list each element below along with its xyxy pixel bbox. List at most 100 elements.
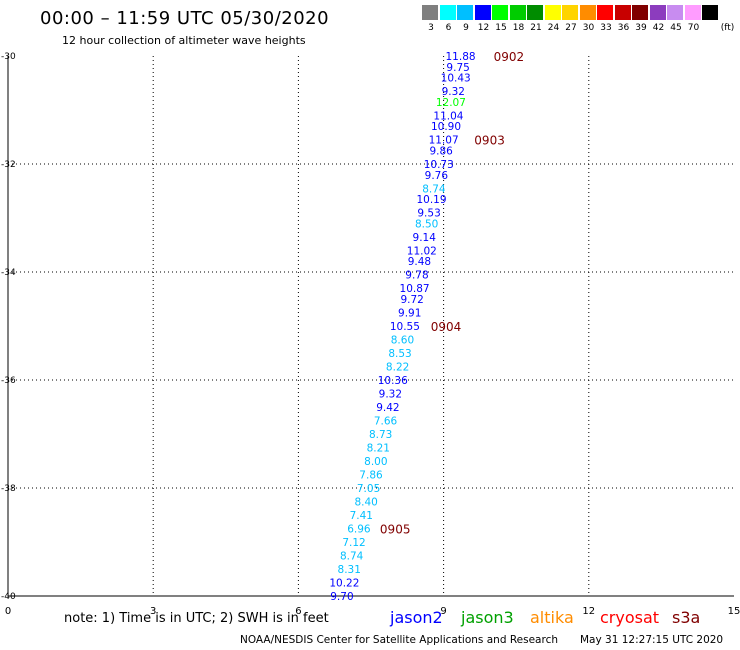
timestamp-text: May 31 12:27:15 UTC 2020 <box>580 634 724 646</box>
swh-value: 10.43 <box>441 73 471 85</box>
data-points: 11.889.7510.439.3212.0711.0410.9011.079.… <box>329 51 475 603</box>
swh-value: 7.12 <box>342 537 365 549</box>
scale-swatch <box>684 5 701 20</box>
x-tick-label: 3 <box>150 606 156 617</box>
swh-value: 9.75 <box>446 62 469 74</box>
scale-label: 36 <box>617 23 630 33</box>
scale-label: 24 <box>547 23 560 33</box>
grid-lines <box>8 56 734 596</box>
scale-swatch <box>579 5 596 20</box>
swh-value: 10.22 <box>329 578 359 590</box>
swh-value: 9.91 <box>398 308 421 320</box>
time-labels: 0902 0903 0904 0905 <box>380 50 524 537</box>
satellite-name: cryosat <box>600 608 660 627</box>
satellite-name: jason2 <box>390 608 443 627</box>
scale-label: 45 <box>670 23 682 33</box>
scale-unit: (ft) <box>720 23 735 33</box>
satellite-name: altika <box>530 608 574 627</box>
scale-label: 6 <box>445 23 452 33</box>
swh-value: 9.76 <box>425 170 449 182</box>
satellite-name: s3a <box>672 608 701 627</box>
chart-subtitle: 12 hour collection of altimeter wave hei… <box>62 34 306 47</box>
scale-label: 18 <box>512 23 525 33</box>
scale-label: 70 <box>687 23 700 33</box>
scale-swatch <box>544 5 561 20</box>
scale-swatch <box>702 5 718 20</box>
scale-swatch <box>632 5 648 20</box>
scale-swatch <box>649 5 666 20</box>
swh-value: 11.07 <box>429 135 459 147</box>
swh-value: 9.14 <box>413 232 437 244</box>
swh-value: 10.55 <box>390 321 420 333</box>
swh-value: 11.02 <box>407 245 437 257</box>
y-tick-label: -40 <box>1 592 16 602</box>
swh-value: 8.21 <box>367 443 390 455</box>
swh-value: 8.74 <box>422 183 446 195</box>
swh-value: 9.42 <box>376 402 399 414</box>
scale-swatch <box>439 5 456 20</box>
swh-value: 8.50 <box>415 218 438 230</box>
scale-label: 9 <box>463 23 469 33</box>
x-tick-label: 0 <box>5 606 11 617</box>
scale-label: 15 <box>495 23 507 33</box>
scale-label: 30 <box>582 23 595 33</box>
swh-value: 8.73 <box>369 429 392 441</box>
swh-value: 10.73 <box>424 159 454 171</box>
swh-value: 7.86 <box>359 470 383 482</box>
swh-value: 8.31 <box>338 564 361 576</box>
time-label: 0904 <box>431 320 462 334</box>
footer-note: note: 1) Time is in UTC; 2) SWH is in fe… <box>64 611 329 626</box>
scale-label: 21 <box>530 23 542 33</box>
swh-value: 8.40 <box>354 497 377 509</box>
swh-value: 7.05 <box>357 483 380 495</box>
credit-text: NOAA/NESDIS Center for Satellite Applica… <box>240 634 558 646</box>
chart-title: 00:00 – 11:59 UTC 05/30/2020 <box>40 8 330 29</box>
swh-value: 9.70 <box>330 591 353 603</box>
swh-value: 10.90 <box>431 121 461 133</box>
swh-value: 9.48 <box>408 256 431 268</box>
swh-value: 8.22 <box>386 362 409 374</box>
x-tick-label: 12 <box>582 606 595 617</box>
time-label: 0905 <box>380 523 411 537</box>
swh-value: 8.74 <box>340 551 364 563</box>
scale-swatch <box>562 5 578 20</box>
swh-value: 9.78 <box>405 270 428 282</box>
swh-value: 12.07 <box>436 97 466 109</box>
scale-label: 42 <box>652 23 665 33</box>
x-tick-label: 6 <box>295 606 301 617</box>
swh-value: 6.96 <box>347 524 371 536</box>
swh-value: 8.53 <box>388 348 411 360</box>
time-label: 0902 <box>494 50 525 64</box>
swh-value: 9.32 <box>442 86 465 98</box>
swh-value: 10.87 <box>400 283 430 295</box>
x-tick-label: 9 <box>440 606 446 617</box>
scale-swatch <box>667 5 683 20</box>
swh-value: 10.19 <box>416 194 446 206</box>
scale-swatch <box>474 5 491 20</box>
swh-value: 8.60 <box>391 335 414 347</box>
swh-value: 8.00 <box>364 456 387 468</box>
swh-value: 11.04 <box>433 110 463 122</box>
swh-value: 11.88 <box>446 51 476 63</box>
scale-label: 3 <box>428 23 434 33</box>
scale-swatch <box>597 5 613 20</box>
swh-value: 9.53 <box>417 208 440 220</box>
swh-value: 9.86 <box>429 146 453 158</box>
scale-label: 27 <box>565 23 577 33</box>
scale-swatch <box>492 5 508 20</box>
swh-value: 7.41 <box>350 510 373 522</box>
scale-label: 39 <box>635 23 647 33</box>
swh-value: 9.72 <box>400 294 423 306</box>
scale-swatch <box>422 5 438 20</box>
satellite-name: jason3 <box>461 608 514 627</box>
scale-swatch <box>457 5 473 20</box>
swh-value: 7.66 <box>374 416 398 428</box>
time-label: 0903 <box>474 134 505 148</box>
scale-label: 33 <box>600 23 612 33</box>
swh-value: 10.36 <box>378 375 408 387</box>
scale-swatch <box>509 5 526 20</box>
scale-label: 12 <box>477 23 490 33</box>
swh-value: 9.32 <box>379 389 402 401</box>
